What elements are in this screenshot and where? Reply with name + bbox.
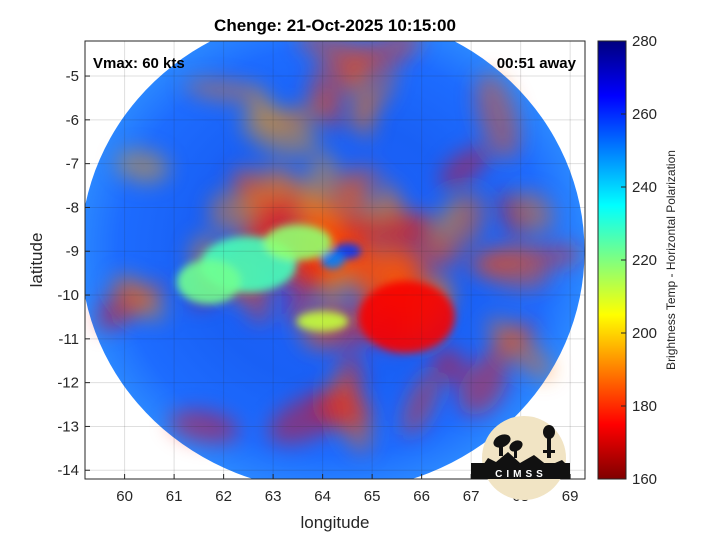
convection-feature bbox=[263, 224, 332, 261]
vmax-annotation: Vmax: 60 kts bbox=[93, 55, 185, 72]
rainband-blob bbox=[486, 317, 553, 380]
y-tick-label: -14 bbox=[57, 462, 79, 479]
rainband-blob bbox=[362, 212, 436, 249]
rainband-blob bbox=[308, 53, 359, 108]
rainband-blob bbox=[351, 64, 374, 141]
colorbar-ticks: 280 260 240 220 200 180 160 bbox=[621, 33, 657, 488]
y-tick-label: -13 bbox=[57, 418, 79, 435]
rainband-blob bbox=[322, 264, 347, 311]
rainband-blob bbox=[184, 79, 267, 102]
y-tick-label: -9 bbox=[66, 243, 79, 260]
convection-feature bbox=[176, 259, 241, 304]
rainband-blob bbox=[116, 148, 169, 184]
rainband-layer bbox=[96, 41, 583, 454]
rainband-blob bbox=[402, 371, 439, 436]
rainband-blob bbox=[113, 274, 166, 322]
colorbar-tick-label: 240 bbox=[632, 179, 657, 196]
y-tick-label: -6 bbox=[66, 112, 79, 129]
rainband-blob bbox=[514, 191, 554, 234]
y-tick-label: -5 bbox=[66, 68, 79, 85]
feature-layer bbox=[176, 224, 455, 353]
colorbar-tick-label: 280 bbox=[632, 33, 657, 50]
convection-feature bbox=[358, 280, 455, 353]
rainband-blob bbox=[209, 190, 248, 233]
x-axis-label: longitude bbox=[300, 513, 369, 532]
rainband-blob bbox=[339, 352, 364, 395]
rainband-blob bbox=[314, 388, 372, 430]
convection-feature bbox=[320, 251, 345, 269]
rainband-blob bbox=[532, 244, 583, 269]
swath-layer bbox=[85, 41, 585, 479]
rainband-blob bbox=[475, 248, 550, 290]
cimss-logo: CIMSS bbox=[471, 416, 570, 500]
rainband-blob bbox=[241, 106, 318, 157]
colorbar-tick-label: 260 bbox=[632, 106, 657, 123]
y-tick-label: -10 bbox=[57, 287, 79, 304]
colorbar-tick-label: 180 bbox=[632, 398, 657, 415]
rainband-blob bbox=[426, 234, 463, 269]
rainband-blob bbox=[439, 146, 490, 189]
convection-feature bbox=[296, 311, 349, 332]
y-tick-label: -8 bbox=[66, 199, 79, 216]
x-tick-label: 66 bbox=[413, 488, 430, 505]
x-tick-label: 69 bbox=[562, 488, 579, 505]
svg-text:CIMSS: CIMSS bbox=[495, 469, 547, 480]
x-tick-label: 65 bbox=[364, 488, 381, 505]
colorbar: 280 260 240 220 200 180 160 Brightness Temp - … bbox=[597, 33, 678, 488]
rainband-blob bbox=[432, 347, 467, 383]
rainband-blob bbox=[169, 410, 239, 443]
colorbar-label: Brightness Temp - Horizontal Polarizatio… bbox=[664, 150, 678, 370]
rainband-blob bbox=[296, 41, 379, 68]
time-away-annotation: 00:51 away bbox=[497, 55, 577, 72]
colorbar-tick-label: 160 bbox=[632, 471, 657, 488]
axes-box bbox=[84, 40, 586, 480]
rainband-blob bbox=[475, 72, 520, 160]
y-tick-label: -12 bbox=[57, 375, 79, 392]
colorbar-tick-label: 200 bbox=[632, 325, 657, 342]
rainband-blob bbox=[302, 181, 369, 231]
x-tick-label: 61 bbox=[166, 488, 183, 505]
x-tick-label: 60 bbox=[116, 488, 133, 505]
x-tick-label: 62 bbox=[215, 488, 232, 505]
y-tick-label: -11 bbox=[58, 331, 79, 348]
x-tick-label: 64 bbox=[314, 488, 331, 505]
x-tick-label: 67 bbox=[463, 488, 480, 505]
colorbar-tick-label: 220 bbox=[632, 252, 657, 269]
rainband-blob bbox=[452, 192, 486, 247]
y-tick-label: -7 bbox=[66, 156, 79, 173]
chart-title: Chenge: 21-Oct-2025 10:15:00 bbox=[214, 16, 456, 35]
x-tick-label: 63 bbox=[265, 488, 282, 505]
rainband-blob bbox=[458, 356, 508, 416]
y-axis-label: latitude bbox=[27, 233, 46, 288]
